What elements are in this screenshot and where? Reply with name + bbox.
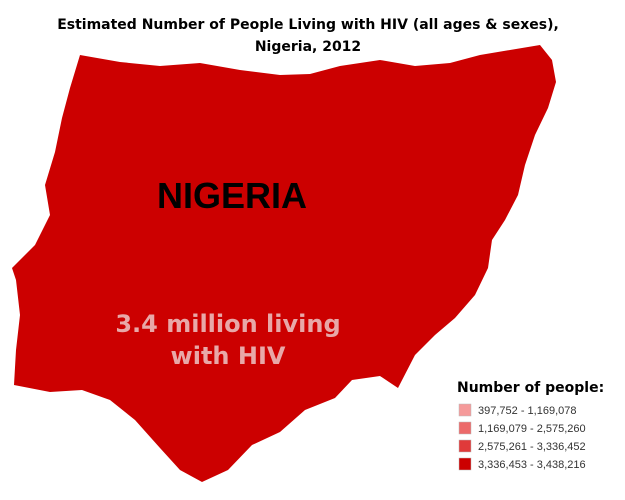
legend-swatch (458, 403, 472, 417)
legend-box (450, 372, 620, 484)
legend-swatch (458, 421, 472, 435)
country-label: NIGERIA (157, 175, 307, 216)
legend-label: 2,575,261 - 3,336,452 (478, 441, 586, 453)
legend-label: 1,169,079 - 2,575,260 (478, 423, 586, 435)
legend-label: 397,752 - 1,169,078 (478, 405, 576, 417)
annotation: 3.4 million living (115, 310, 340, 338)
legend-label: 3,336,453 - 3,438,216 (478, 459, 586, 471)
country-shape (12, 45, 556, 482)
legend-swatch (458, 439, 472, 453)
title-line: Estimated Number of People Living with H… (57, 17, 559, 33)
title-line: Nigeria, 2012 (255, 39, 361, 55)
legend-title: Number of people: (457, 380, 604, 396)
annotation: with HIV (171, 342, 286, 370)
legend-swatch (458, 457, 472, 471)
